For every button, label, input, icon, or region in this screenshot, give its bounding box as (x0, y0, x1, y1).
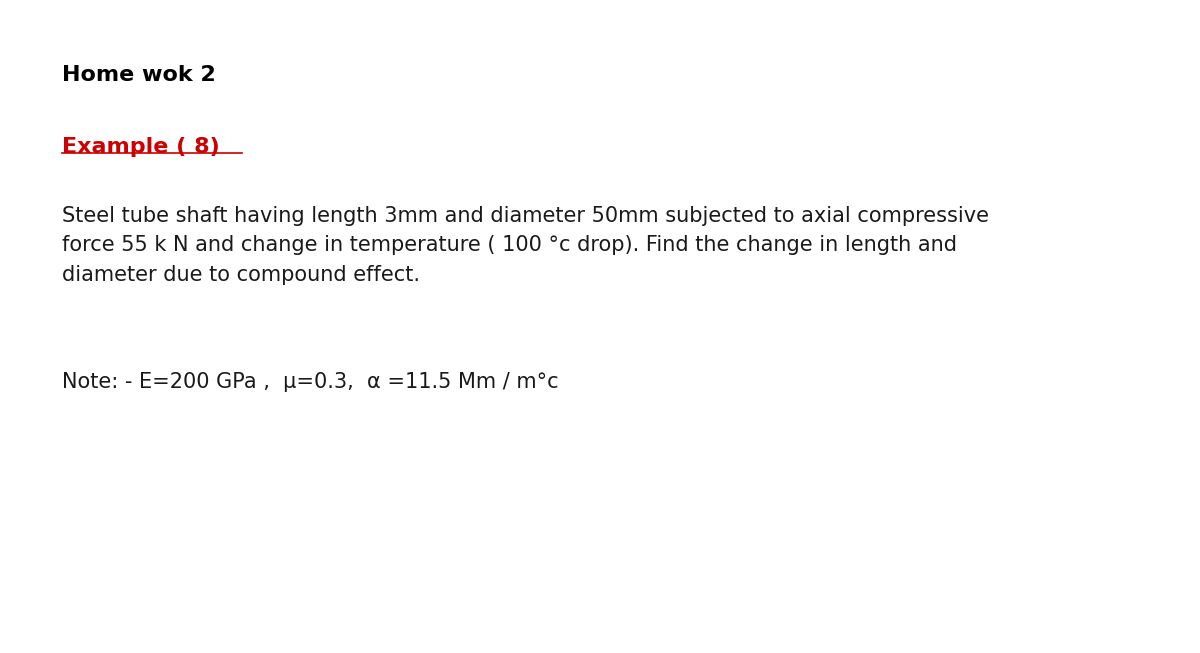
Text: Steel tube shaft having length 3mm and diameter 50mm subjected to axial compress: Steel tube shaft having length 3mm and d… (62, 206, 989, 285)
Text: Note: - E=200 GPa ,  μ=0.3,  α =11.5 Mm / m°c: Note: - E=200 GPa , μ=0.3, α =11.5 Mm / … (62, 372, 559, 392)
Text: Example ( 8): Example ( 8) (62, 137, 220, 157)
Text: Home wok 2: Home wok 2 (62, 65, 216, 86)
